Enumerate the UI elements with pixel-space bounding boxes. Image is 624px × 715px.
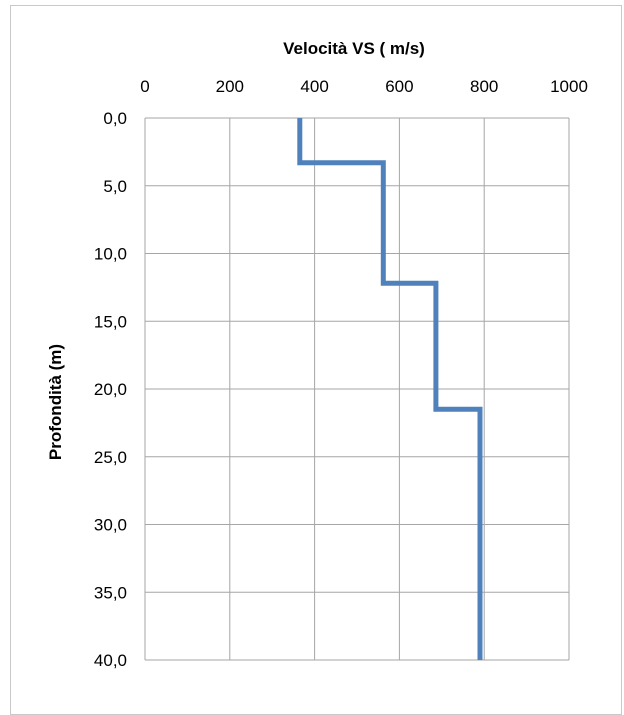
y-tick-label: 10,0 — [94, 245, 127, 264]
x-tick-label: 600 — [385, 77, 413, 96]
y-tick-label: 15,0 — [94, 312, 127, 331]
y-tick-label: 35,0 — [94, 583, 127, 602]
series-line — [297, 118, 483, 660]
x-tick-labels: 0 200 400 600 800 1000 — [140, 77, 588, 96]
y-tick-label: 25,0 — [94, 448, 127, 467]
grid — [144, 117, 570, 661]
y-axis-title: Profondità (m) — [46, 344, 65, 460]
x-tick-label: 0 — [140, 77, 149, 96]
x-tick-label: 800 — [470, 77, 498, 96]
x-axis-title: Velocità VS ( m/s) — [283, 39, 425, 58]
x-tick-label: 1000 — [550, 77, 588, 96]
y-tick-label: 0,0 — [103, 109, 127, 128]
y-tick-label: 20,0 — [94, 380, 127, 399]
y-tick-label: 30,0 — [94, 516, 127, 535]
y-tick-label: 5,0 — [103, 177, 127, 196]
x-tick-label: 400 — [300, 77, 328, 96]
chart-frame — [10, 5, 622, 715]
y-tick-label: 40,0 — [94, 651, 127, 670]
y-tick-labels: 0,0 5,0 10,0 15,0 20,0 25,0 30,0 35,0 40,0 — [94, 109, 127, 670]
x-tick-label: 200 — [216, 77, 244, 96]
